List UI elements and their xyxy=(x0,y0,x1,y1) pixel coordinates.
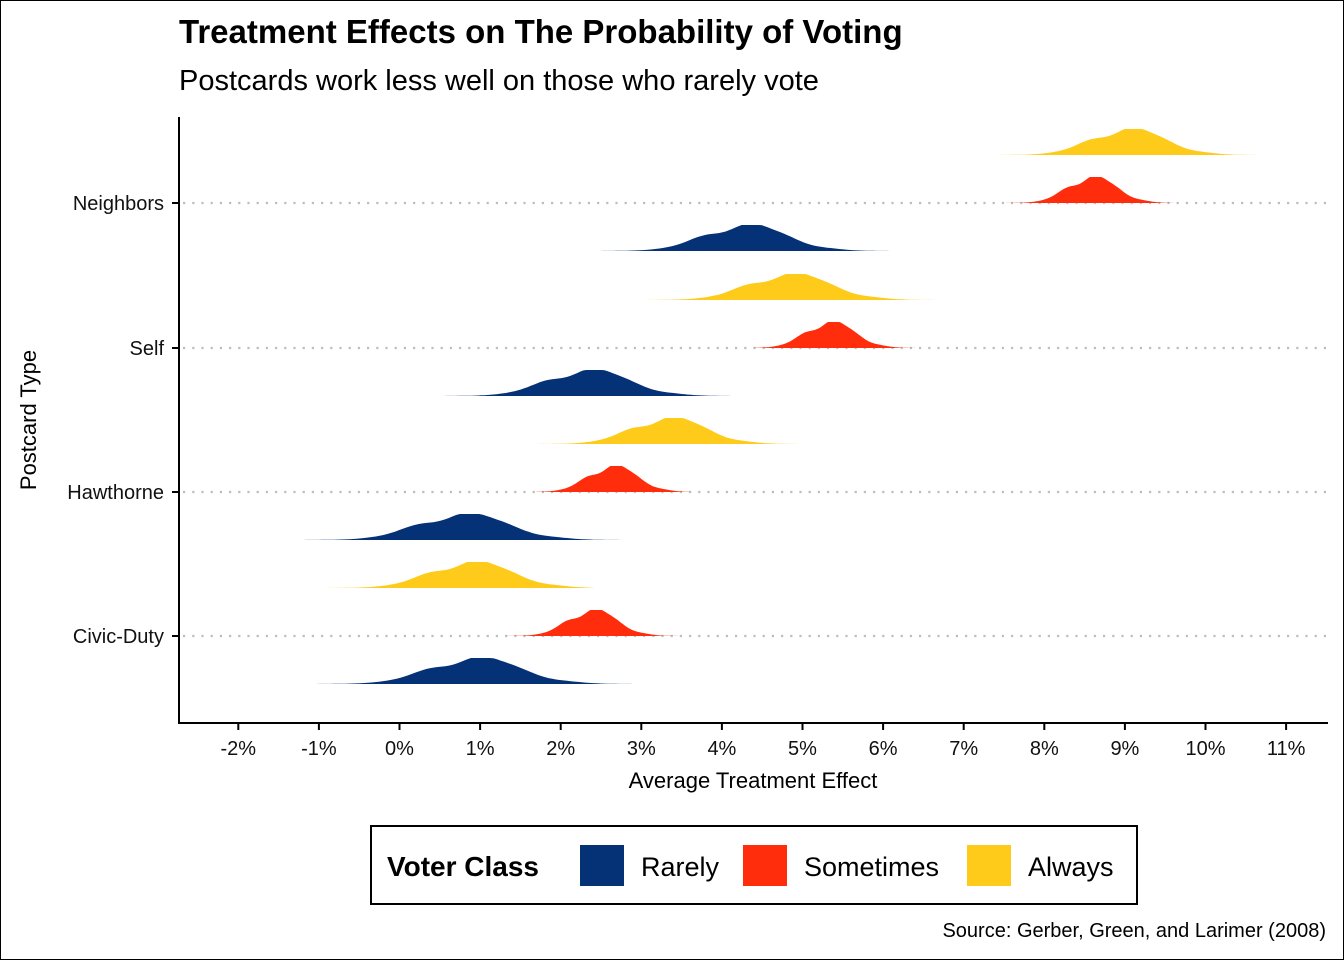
ridge-civic-duty-sometimes xyxy=(504,610,682,636)
legend-label-sometimes: Sometimes xyxy=(804,852,939,882)
ridge-self-sometimes xyxy=(754,322,916,348)
legend-swatch-sometimes xyxy=(743,845,787,886)
ridge-neighbors-sometimes xyxy=(1004,177,1174,203)
ridge-hawthorne-always xyxy=(528,418,803,444)
x-tick-label-4: 2% xyxy=(546,738,575,760)
y-axis-title: Postcard Type xyxy=(16,350,41,490)
x-tick-label-11: 9% xyxy=(1110,738,1139,760)
axes xyxy=(178,117,1328,724)
x-tick-label-7: 5% xyxy=(788,738,817,760)
y-tick-label-hawthorne: Hawthorne xyxy=(67,482,164,504)
x-tick-label-12: 10% xyxy=(1185,738,1225,760)
x-tick-label-3: 1% xyxy=(466,738,495,760)
x-tick-label-6: 4% xyxy=(707,738,736,760)
legend-swatch-rarely xyxy=(580,845,624,886)
legend-label-rarely: Rarely xyxy=(641,852,720,882)
y-tick-label-neighbors: Neighbors xyxy=(73,193,164,215)
legend-label-always: Always xyxy=(1028,852,1114,882)
x-axis-title: Average Treatment Effect xyxy=(629,768,878,793)
chart-subtitle: Postcards work less well on those who ra… xyxy=(179,65,819,97)
ridge-self-rarely xyxy=(391,370,763,396)
y-axis-ticks: Civic-Duty Hawthorne Self Neighbors xyxy=(67,193,179,648)
x-tick-label-5: 3% xyxy=(627,738,656,760)
chart-caption: Source: Gerber, Green, and Larimer (2008… xyxy=(942,920,1326,942)
x-tick-label-8: 6% xyxy=(869,738,898,760)
legend-swatch-always xyxy=(967,845,1011,886)
legend-title: Voter Class xyxy=(387,851,539,882)
density-ridges xyxy=(230,129,1278,684)
ridge-neighbors-rarely xyxy=(560,225,956,251)
x-tick-label-0: -2% xyxy=(221,738,257,760)
ridge-civic-duty-always xyxy=(318,562,593,588)
x-tick-label-13: 11% xyxy=(1267,738,1306,760)
ridge-hawthorne-rarely xyxy=(230,514,690,540)
ridge-civic-duty-rarely xyxy=(238,658,682,684)
x-tick-label-9: 7% xyxy=(949,738,978,760)
x-tick-label-1: -1% xyxy=(301,738,337,760)
ridge-neighbors-always xyxy=(995,129,1278,155)
y-tick-label-self: Self xyxy=(130,338,165,360)
x-tick-label-2: 0% xyxy=(385,738,414,760)
x-tick-label-10: 8% xyxy=(1030,738,1059,760)
ridge-hawthorne-sometimes xyxy=(536,466,690,492)
chart-title: Treatment Effects on The Probability of … xyxy=(179,13,903,50)
legend: Voter Class Rarely Sometimes Always xyxy=(370,825,1138,905)
gridlines xyxy=(183,201,1328,638)
ridge-self-always xyxy=(641,274,940,300)
y-tick-label-civic-duty: Civic-Duty xyxy=(73,626,164,648)
x-axis-ticks: -2% -1% 0% 1% 2% 3% 4% 5% 6% 7% 8% 9% 10% 11% xyxy=(221,723,1306,760)
